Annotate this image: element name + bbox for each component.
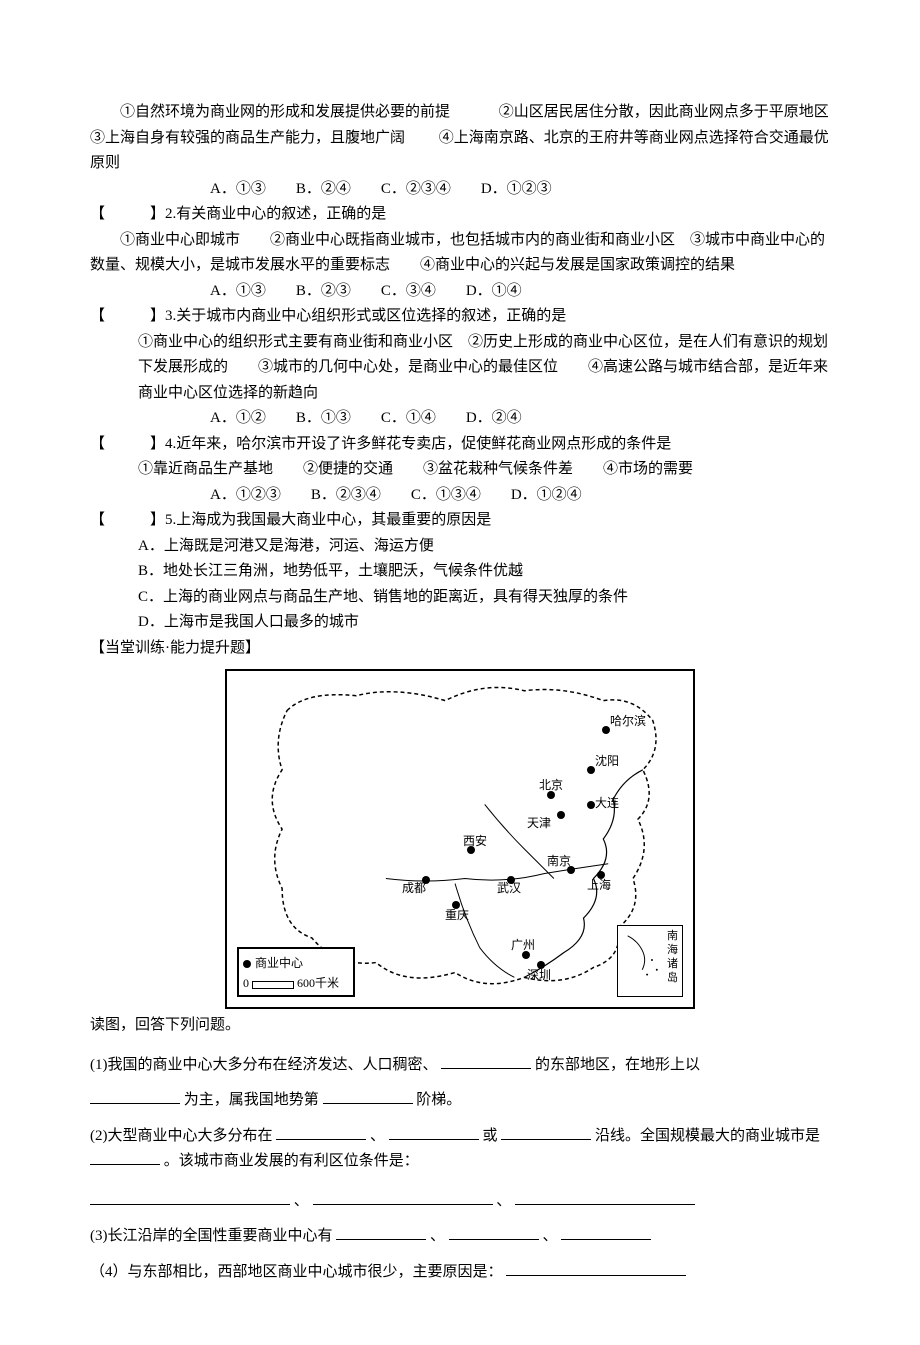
fill-p2b: 、	[370, 1128, 385, 1144]
city-lbl-chongqing: 重庆	[445, 905, 469, 925]
island-l1: 南	[667, 930, 678, 942]
city-lbl-shenyang: 沈阳	[595, 751, 619, 771]
fill-p1-line2: 为主，属我国地势第 阶梯。	[90, 1088, 830, 1114]
fill-p2: (2)大型商业中心大多分布在 、 或 沿线。全国规模最大的商业城市是 。该城市商…	[90, 1124, 830, 1175]
blank-3-3	[515, 1189, 695, 1205]
fill-p5a: （4）与东部相比，西部地区商业中心城市很少，主要原因是：	[90, 1264, 503, 1280]
q1-stem-c: ③上海自身有较强的商品生产能力，且腹地广阔	[90, 130, 405, 146]
blank-5-1	[506, 1260, 686, 1276]
q5-head: 【 】5.上海成为我国最大商业中心，其最重要的原因是	[90, 508, 830, 534]
fill-p1a: (1)我国的商业中心大多分布在经济发达、人口稠密、	[90, 1057, 438, 1073]
island-l2: 海	[667, 944, 678, 956]
fill-p2a: (2)大型商业中心大多分布在	[90, 1128, 273, 1144]
q3-stem: ①商业中心的组织形式主要有商业街和商业小区 ②历史上形成的商业中心区位，是在人们…	[90, 330, 830, 407]
city-lbl-chengdu: 成都	[402, 878, 426, 898]
city-lbl-dalian: 大连	[595, 793, 619, 813]
china-map: 哈尔滨 沈阳 北京 天津 大连 西安 成都 武汉 南京 上海 重庆 广州 深圳 …	[225, 669, 695, 1009]
section-b-title: 【当堂训练·能力提升题】	[90, 636, 830, 662]
blank-4-1	[336, 1224, 426, 1240]
fill-p4s1: 、	[430, 1228, 445, 1244]
fill-p4: (3)长江沿岸的全国性重要商业中心有 、 、	[90, 1224, 830, 1250]
fill-p5: （4）与东部相比，西部地区商业中心城市很少，主要原因是：	[90, 1260, 830, 1286]
city-dot-shenyang	[587, 766, 595, 774]
figure-caption: 读图，回答下列问题。	[90, 1013, 830, 1039]
q1-stem-b: ②山区居民居住分散，因此商业网点多于平原地区	[499, 104, 829, 120]
city-lbl-guangzhou: 广州	[511, 935, 535, 955]
blank-2-4	[90, 1149, 160, 1165]
q3-options: A．①② B．①③ C．①④ D．②④	[90, 406, 830, 432]
fill-p4a: (3)长江沿岸的全国性重要商业中心有	[90, 1228, 333, 1244]
q1-line1: ①自然环境为商业网的形成和发展提供必要的前提 ②山区居民居住分散，因此商业网点多…	[90, 100, 830, 177]
fill-p1: (1)我国的商业中心大多分布在经济发达、人口稠密、 的东部地区，在地形上以	[90, 1053, 830, 1079]
blank-2-2	[389, 1124, 479, 1140]
scale-right: 600千米	[297, 976, 339, 990]
blank-1-1	[441, 1053, 531, 1069]
city-lbl-shenzhen: 深圳	[527, 965, 551, 985]
q5-opt-a: A．上海既是河港又是海港，河运、海运方便	[90, 534, 830, 560]
blank-1-3	[323, 1088, 413, 1104]
q2-options: A．①③ B．②③ C．③④ D．①④	[90, 279, 830, 305]
q5-opt-c: C．上海的商业网点与商品生产地、销售地的距离近，具有得天独厚的条件	[90, 585, 830, 611]
fill-p1d: 阶梯。	[416, 1092, 461, 1108]
city-lbl-tianjin: 天津	[527, 813, 551, 833]
blank-4-3	[561, 1224, 651, 1240]
fill-p3: 、 、	[90, 1189, 830, 1215]
blank-4-2	[449, 1224, 539, 1240]
q4-options: A．①②③ B．②③④ C．①③④ D．①②④	[90, 483, 830, 509]
fill-p3s2: 、	[496, 1193, 511, 1209]
fill-p1c: 为主，属我国地势第	[184, 1092, 319, 1108]
fill-p2e: 。该城市商业发展的有利区位条件是：	[164, 1153, 419, 1169]
fill-p2d: 沿线。全国规模最大的商业城市是	[595, 1128, 820, 1144]
city-lbl-nanjing: 南京	[547, 851, 571, 871]
legend-item: 商业中心	[255, 956, 303, 970]
fill-p1b: 的东部地区，在地形上以	[535, 1057, 700, 1073]
city-lbl-xian: 西安	[463, 831, 487, 851]
figure-wrap: 哈尔滨 沈阳 北京 天津 大连 西安 成都 武汉 南京 上海 重庆 广州 深圳 …	[90, 669, 830, 1009]
island-l3: 诸	[667, 958, 678, 970]
q1-stem-a: ①自然环境为商业网的形成和发展提供必要的前提	[120, 104, 450, 120]
legend-box: 商业中心 0 600千米	[237, 947, 355, 997]
fill-p3s1: 、	[294, 1193, 309, 1209]
city-dot-haerbin	[602, 726, 610, 734]
q1-block: ①自然环境为商业网的形成和发展提供必要的前提 ②山区居民居住分散，因此商业网点多…	[90, 100, 830, 202]
q4-block: 【 】4.近年来，哈尔滨市开设了许多鲜花专卖店，促使鲜花商业网点形成的条件是 ①…	[90, 432, 830, 509]
q5-opt-d: D．上海市是我国人口最多的城市	[90, 610, 830, 636]
q5-opt-b: B．地处长江三角洲，地势低平，土壤肥沃，气候条件优越	[90, 559, 830, 585]
blank-1-2	[90, 1088, 180, 1104]
legend-row: 商业中心	[243, 953, 349, 973]
q4-head: 【 】4.近年来，哈尔滨市开设了许多鲜花专卖店，促使鲜花商业网点形成的条件是	[90, 432, 830, 458]
island-l4: 岛	[667, 972, 678, 984]
q2-head: 【 】2.有关商业中心的叙述，正确的是	[90, 202, 830, 228]
city-lbl-shanghai: 上海	[587, 875, 611, 895]
q2-block: 【 】2.有关商业中心的叙述，正确的是 ①商业中心即城市 ②商业中心既指商业城市…	[90, 202, 830, 304]
city-dot-tianjin	[557, 811, 565, 819]
legend-dot-icon	[243, 960, 251, 968]
blank-2-1	[276, 1124, 366, 1140]
q1-options: A．①③ B．②④ C．②③④ D．①②③	[90, 177, 830, 203]
blank-3-2	[313, 1189, 493, 1205]
q5-block: 【 】5.上海成为我国最大商业中心，其最重要的原因是 A．上海既是河港又是海港，…	[90, 508, 830, 636]
city-lbl-haerbin: 哈尔滨	[610, 711, 646, 731]
blank-3-1	[90, 1189, 290, 1205]
city-lbl-beijing: 北京	[539, 775, 563, 795]
q3-head: 【 】3.关于城市内商业中心组织形式或区位选择的叙述，正确的是	[90, 304, 830, 330]
scalebar-icon	[252, 981, 294, 989]
island-inset: 南 海 诸 岛	[617, 925, 683, 997]
q3-block: 【 】3.关于城市内商业中心组织形式或区位选择的叙述，正确的是 ①商业中心的组织…	[90, 304, 830, 432]
blank-2-3	[501, 1124, 591, 1140]
legend-scale: 0 600千米	[243, 973, 349, 993]
fill-p2c: 或	[483, 1128, 498, 1144]
city-dot-dalian	[587, 801, 595, 809]
q2-stem: ①商业中心即城市 ②商业中心既指商业城市，也包括城市内的商业街和商业小区 ③城市…	[90, 228, 830, 279]
q4-stem: ①靠近商品生产基地 ②便捷的交通 ③盆花栽种气候条件差 ④市场的需要	[90, 457, 830, 483]
city-lbl-wuhan: 武汉	[497, 878, 521, 898]
scale-left: 0	[243, 976, 249, 990]
fill-p4s2: 、	[543, 1228, 558, 1244]
